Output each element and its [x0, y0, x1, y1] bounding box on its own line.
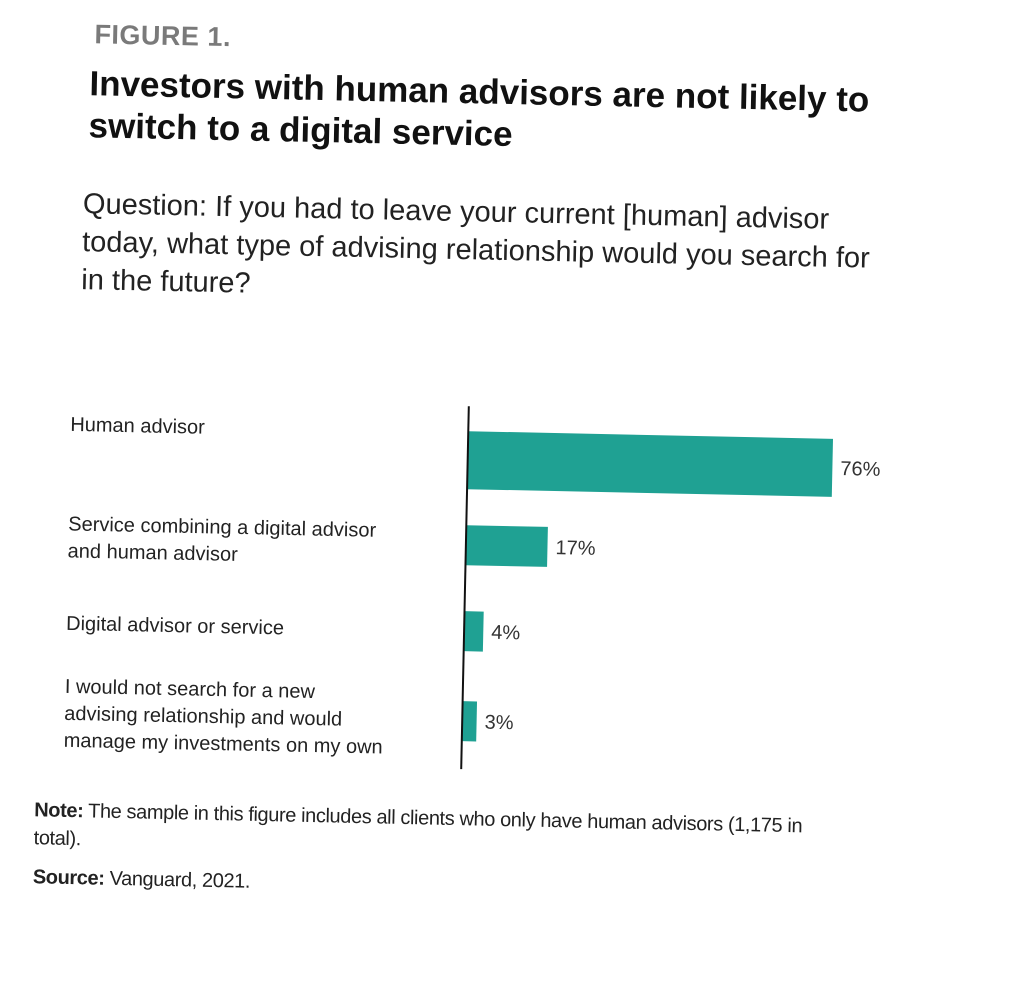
source: Source: Vanguard, 2021.	[33, 866, 251, 894]
y-axis-line	[460, 406, 470, 770]
chart-title: Investors with human advisors are not li…	[88, 64, 870, 155]
note-text: The sample in this figure includes all c…	[33, 800, 803, 851]
note-label: Note:	[34, 799, 84, 823]
category-label-2: Service combining a digital advisorand h…	[67, 513, 376, 568]
figure-label: FIGURE 1.	[94, 19, 232, 53]
bar-4	[461, 701, 478, 742]
bar-2	[465, 525, 548, 567]
source-text: Vanguard, 2021.	[104, 867, 251, 893]
value-label-4: 3%	[484, 712, 514, 735]
bar-1	[467, 431, 834, 497]
value-label-3: 4%	[491, 622, 521, 645]
value-label-2: 17%	[555, 537, 596, 560]
category-label-1: Human advisor	[70, 414, 205, 439]
category-label-3: Digital advisor or service	[66, 613, 284, 640]
survey-question: Question: If you had to leave your curre…	[81, 188, 871, 300]
category-label-4: I would not search for a newadvising rel…	[63, 676, 384, 759]
bar-3	[463, 611, 484, 652]
note: Note: The sample in this figure includes…	[33, 796, 824, 869]
value-label-1: 76%	[840, 458, 881, 481]
bar-chart: 76% Human advisor 17% Service combining a d…	[63, 406, 881, 770]
source-label: Source:	[32, 866, 105, 890]
